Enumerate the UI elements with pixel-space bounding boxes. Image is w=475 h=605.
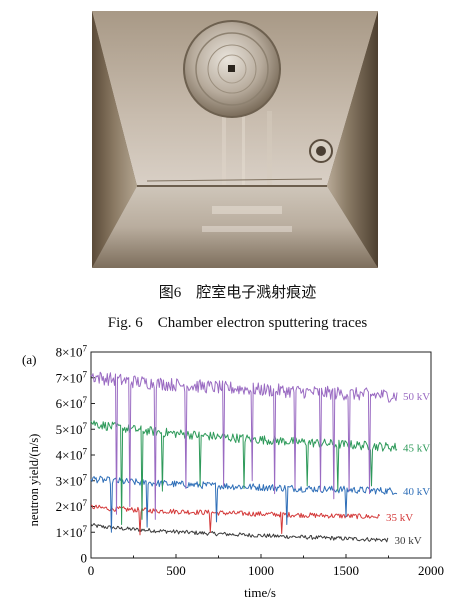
x-axis-label: time/s bbox=[244, 585, 276, 600]
x-tick-label: 2000 bbox=[418, 563, 444, 578]
figure-caption-english: Fig. 6 Chamber electron sputtering trace… bbox=[107, 315, 368, 331]
plot-area: 0 500 1000 1500 2000 0 1×107 2×107 3×107 4×107 5×1… bbox=[56, 345, 444, 578]
series-line bbox=[90, 504, 381, 536]
neutron-yield-chart: (a) 0 500 1000 1500 2000 0 1×107 2×107 3×107 4×10… bbox=[22, 345, 444, 600]
chamber-photo bbox=[92, 11, 378, 268]
series-label: 35 kV bbox=[386, 512, 413, 524]
y-tick-label: 2×107 bbox=[56, 498, 88, 514]
series-line bbox=[90, 523, 389, 543]
y-tick-label: 7×107 bbox=[56, 369, 88, 385]
y-tick-label: 1×107 bbox=[56, 524, 88, 540]
y-tick-label: 8×107 bbox=[56, 345, 88, 360]
y-tick-label: 0 bbox=[81, 551, 88, 566]
series-label: 30 kV bbox=[395, 535, 422, 547]
y-tick-label: 5×107 bbox=[56, 421, 88, 437]
series-line bbox=[90, 371, 398, 520]
figure-caption-chinese: 图6 腔室电子溅射痕迹 bbox=[158, 285, 317, 301]
series-label: 50 kV bbox=[403, 391, 430, 403]
x-tick-label: 1500 bbox=[333, 563, 359, 578]
plot-frame bbox=[90, 351, 432, 559]
y-axis-label: neutron yield/(n/s) bbox=[27, 434, 41, 527]
y-tick-label: 3×107 bbox=[56, 472, 88, 488]
x-tick-label: 1000 bbox=[248, 563, 274, 578]
series-line bbox=[90, 420, 398, 525]
series-label: 45 kV bbox=[403, 442, 430, 454]
y-tick-label: 6×107 bbox=[56, 395, 88, 411]
y-tick-label: 4×107 bbox=[56, 447, 88, 463]
series-label: 40 kV bbox=[403, 486, 430, 498]
x-tick-label: 500 bbox=[166, 563, 186, 578]
panel-label: (a) bbox=[22, 352, 36, 367]
x-tick-label: 0 bbox=[88, 563, 95, 578]
